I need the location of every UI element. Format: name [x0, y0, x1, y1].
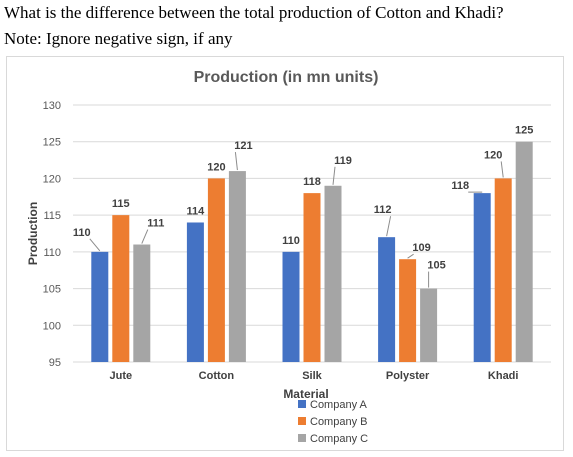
data-label: 120: [207, 161, 225, 173]
bar: [133, 244, 151, 362]
bar: [324, 185, 342, 362]
y-tick-label: 95: [49, 357, 61, 369]
x-tick-label: Jute: [109, 370, 132, 382]
data-label-leader: [89, 238, 101, 252]
x-tick-label: Polyster: [386, 370, 430, 382]
bar: [282, 251, 300, 362]
data-label-leader: [332, 166, 336, 185]
bar: [303, 193, 321, 362]
question-text: What is the difference between the total…: [4, 3, 504, 22]
legend-label: Company B: [310, 416, 367, 428]
bar: [91, 251, 109, 362]
data-label: 120: [484, 149, 502, 161]
chart-container: Production (in mn units) 95 100 105 110 115 12…: [6, 56, 564, 451]
bar: [112, 215, 130, 362]
y-tick-label: 100: [43, 320, 61, 332]
question-note: Note: Ignore negative sign, if any: [4, 29, 233, 48]
x-tick-label: Khadi: [488, 370, 519, 382]
data-label-leader: [234, 152, 238, 171]
data-label: 114: [187, 205, 206, 217]
bar: [228, 171, 246, 362]
data-label: 105: [427, 260, 445, 272]
legend-swatch: [298, 417, 306, 425]
y-tick-label: 105: [43, 284, 61, 296]
data-label: 109: [412, 242, 430, 254]
data-label-leader: [386, 216, 392, 237]
legend-swatch: [298, 434, 306, 442]
legend-label: Company A: [310, 399, 368, 411]
chart-title: Production (in mn units): [194, 69, 379, 86]
data-label-leader: [500, 161, 504, 178]
x-tick-label: Silk: [302, 370, 322, 382]
y-axis-label: Production: [26, 202, 40, 265]
bar: [186, 222, 204, 362]
data-label: 112: [374, 204, 392, 216]
data-label: 118: [451, 180, 469, 192]
data-label: 111: [147, 218, 164, 230]
bar: [399, 259, 417, 362]
y-tick-label: 120: [43, 173, 61, 185]
data-label: 119: [334, 155, 352, 167]
bar-chart: Production (in mn units) 95 100 105 110 115 12…: [26, 69, 551, 445]
bar: [473, 193, 491, 362]
y-tick-label: 130: [43, 100, 61, 112]
x-tick-label: Cotton: [199, 370, 235, 382]
x-axis-label: Material: [283, 387, 328, 401]
data-label: 115: [112, 198, 130, 210]
data-label: 110: [73, 227, 91, 239]
bar: [515, 141, 533, 362]
data-label-leader: [407, 253, 414, 259]
bar: [207, 178, 225, 362]
y-tick-label: 110: [43, 247, 61, 259]
legend-swatch: [298, 400, 306, 408]
y-tick-label: 125: [43, 137, 61, 149]
data-label: 125: [515, 125, 533, 137]
data-label: 121: [234, 140, 252, 152]
data-label-leader: [141, 229, 149, 244]
legend-label: Company C: [310, 433, 368, 445]
data-label: 110: [282, 235, 300, 247]
bar: [494, 178, 512, 362]
data-label: 118: [303, 176, 321, 188]
y-tick-label: 115: [43, 210, 61, 222]
bar: [378, 237, 396, 362]
bar: [420, 288, 438, 362]
